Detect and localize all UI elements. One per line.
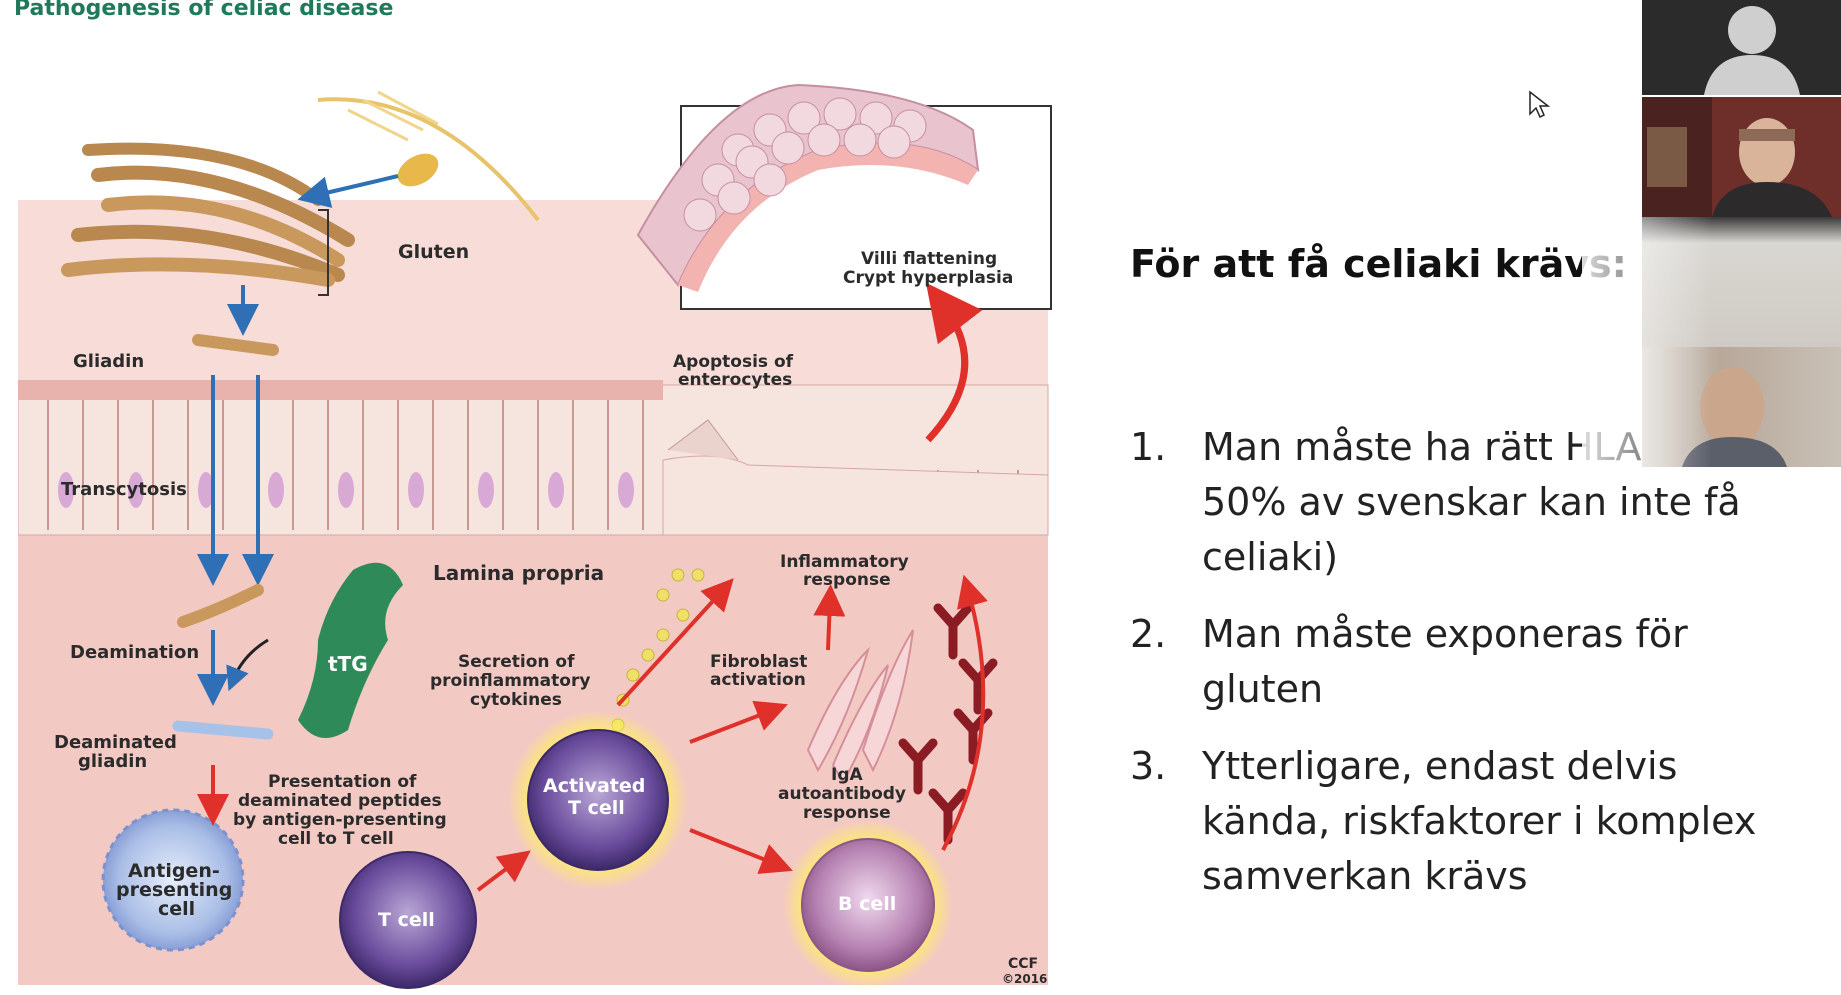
fibroblasts xyxy=(806,629,914,784)
label-ccf-2: ©2016 xyxy=(1002,972,1047,986)
list-number: 1. xyxy=(1130,425,1167,469)
label-apc-1: Antigen- xyxy=(128,860,220,882)
mouse-cursor-icon xyxy=(1529,90,1550,119)
slide-heading: För att få celiaki krävs: xyxy=(1130,242,1627,286)
label-secretion-3: cytokines xyxy=(470,690,562,710)
label-iga-3: response xyxy=(803,803,891,823)
label-lamina-propria: Lamina propria xyxy=(433,561,604,585)
label-activated-2: T cell xyxy=(568,797,625,819)
label-fibroblast-1: Fibroblast xyxy=(710,652,807,672)
video-tile-placeholder[interactable] xyxy=(1642,0,1841,95)
epithelium xyxy=(18,380,1049,536)
label-apoptosis-1: Apoptosis of xyxy=(673,352,794,372)
t-cell xyxy=(339,851,477,989)
label-presentation-3: by antigen-presenting xyxy=(233,810,447,830)
gluten-strands xyxy=(61,142,355,296)
pathogenesis-diagram: Gluten Gliadin Transcytosis Lamina propr… xyxy=(18,83,1052,990)
wheat-illustration xyxy=(317,90,540,222)
label-presentation-2: deaminated peptides xyxy=(238,791,442,811)
label-transcytosis: Transcytosis xyxy=(61,479,187,500)
label-presentation-1: Presentation of xyxy=(268,772,417,792)
list-text: Man måste exponeras för gluten xyxy=(1202,612,1688,711)
label-t-cell: T cell xyxy=(378,909,435,931)
label-b-cell: B cell xyxy=(838,893,896,915)
label-apc-2: presenting xyxy=(116,879,232,901)
user-avatar-icon xyxy=(1704,6,1800,95)
requirements-list: 1. Man måste ha rätt HLA (ca 50% av sven… xyxy=(1130,420,1770,926)
activated-t-cell xyxy=(508,710,688,890)
gliadin-fragments xyxy=(172,334,279,740)
list-number: 2. xyxy=(1130,612,1167,656)
label-ccf-1: CCF xyxy=(1008,956,1038,972)
ttg-enzyme xyxy=(298,562,403,738)
label-inflammatory-1: Inflammatory xyxy=(780,552,909,572)
label-iga-2: autoantibody xyxy=(778,784,906,804)
presenter-video-icon xyxy=(1642,97,1832,217)
label-fibroblast-2: activation xyxy=(710,670,806,690)
label-apoptosis-2: enterocytes xyxy=(678,370,792,390)
label-deamination: Deamination xyxy=(70,642,199,663)
label-apc-3: cell xyxy=(158,898,195,920)
label-activated-1: Activated xyxy=(543,775,645,797)
label-villi-2: Crypt hyperplasia xyxy=(843,268,1013,288)
blue-arrows xyxy=(197,174,399,706)
label-presentation-4: cell to T cell xyxy=(278,829,394,849)
list-number: 3. xyxy=(1130,744,1167,788)
video-overlay-fade xyxy=(1582,217,1841,477)
list-text: Ytterligare, endast delvis kända, riskfa… xyxy=(1202,744,1757,898)
label-villi-1: Villi flattening xyxy=(861,249,997,269)
figure-title: Pathogenesis of celiac disease xyxy=(14,0,394,21)
label-inflammatory-2: response xyxy=(803,570,891,590)
iga-antibodies xyxy=(898,603,998,845)
list-item: 2. Man måste exponeras för gluten xyxy=(1130,607,1770,717)
label-deaminated-gliadin-2: gliadin xyxy=(78,751,147,772)
video-tile-presenter[interactable] xyxy=(1642,97,1841,217)
pathogenesis-figure: Gluten Gliadin Transcytosis Lamina propr… xyxy=(18,30,1063,990)
villi-panel xyxy=(636,83,1052,310)
red-arrows xyxy=(197,282,988,892)
label-secretion-1: Secretion of xyxy=(458,652,575,672)
label-ttg: tTG xyxy=(328,652,368,676)
label-iga-1: IgA xyxy=(831,765,863,785)
label-deaminated-gliadin-1: Deaminated xyxy=(54,732,177,753)
label-gluten: Gluten xyxy=(398,241,469,263)
label-secretion-2: proinflammatory xyxy=(430,671,590,691)
b-cell xyxy=(783,820,953,990)
antigen-presenting-cell xyxy=(101,808,245,952)
list-item: 3. Ytterligare, endast delvis kända, ris… xyxy=(1130,739,1770,904)
label-gliadin: Gliadin xyxy=(73,351,144,372)
